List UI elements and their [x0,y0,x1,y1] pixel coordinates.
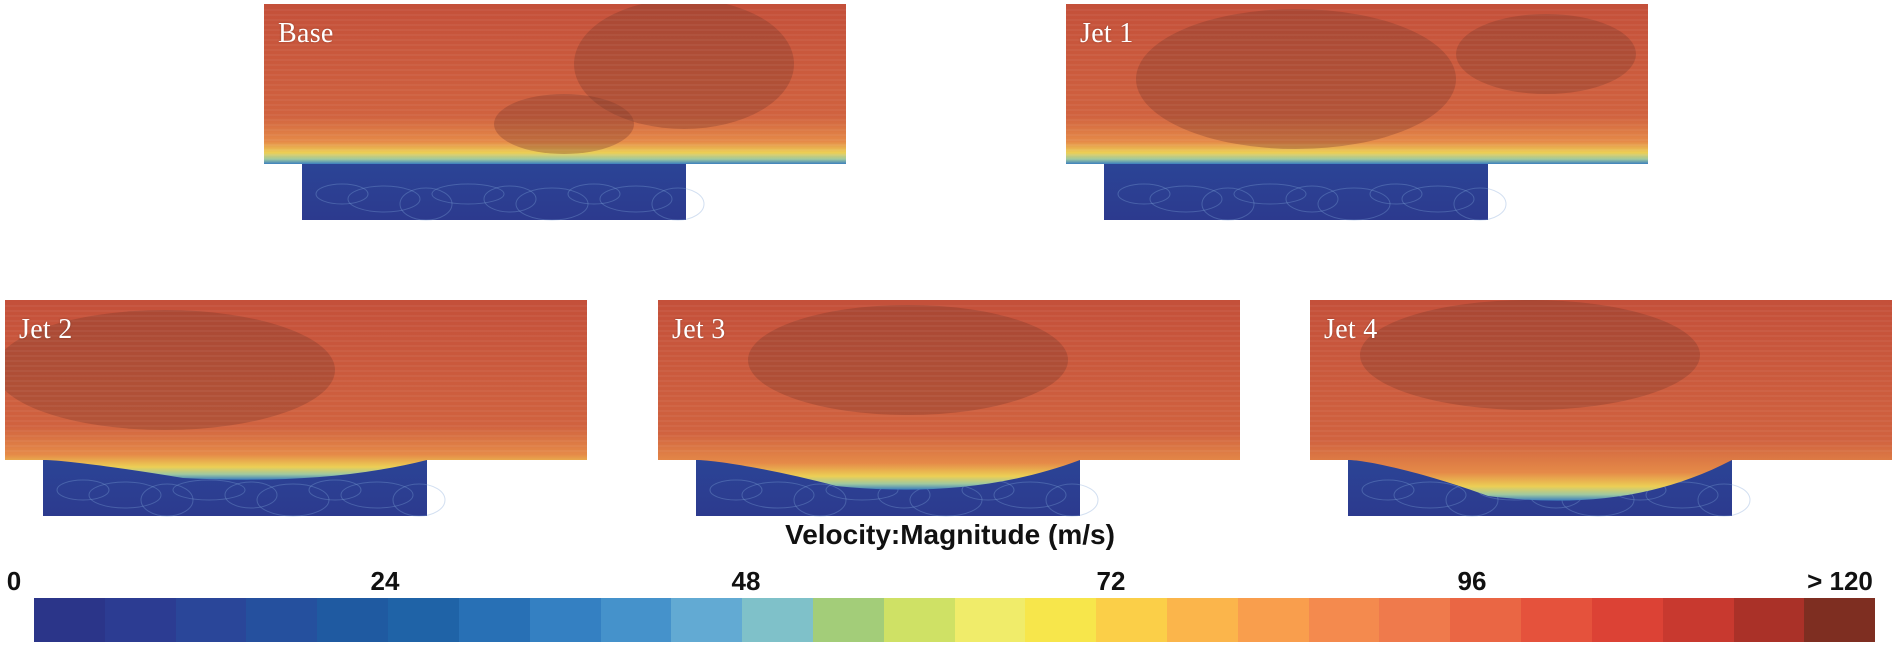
panel-label: Jet 1 [1080,18,1134,49]
colorbar-swatch [1237,598,1309,642]
colorbar-swatch [812,598,884,642]
colorbar-title: Velocity:Magnitude (m/s) [785,519,1115,550]
panel-label: Jet 2 [19,314,73,345]
colorbar-tick-label: 0 [6,566,22,596]
colorbar-swatch [742,598,813,642]
colorbar-swatch [1308,598,1380,642]
colorbar-swatch [1733,598,1805,642]
panel-jet3: Jet 3 [658,300,1240,520]
colorbar-swatch [1096,598,1167,642]
colorbar-swatch [671,598,743,642]
colorbar-swatch [1450,598,1522,642]
colorbar-swatch [529,598,601,642]
colorbar-tick-label: 24 [370,566,400,596]
colorbar-swatch [1521,598,1592,642]
colorbar-swatch [246,598,318,642]
colorbar-swatch [954,598,1026,642]
panel-label: Jet 3 [672,314,726,345]
colorbar-swatch [388,598,459,642]
velocity-field-image [5,300,587,517]
colorbar-tick-label: 48 [731,566,761,596]
colorbar-swatch [1167,598,1238,642]
panel-jet2: Jet 2 [5,300,587,520]
colorbar-swatch [34,598,105,642]
velocity-field-image [1066,4,1648,221]
colorbar-swatch [1804,598,1876,642]
panel-label: Base [278,18,334,49]
colorbar-tick-label: 72 [1096,566,1126,596]
colorbar-swatch [104,598,176,642]
colorbar [34,598,1876,642]
velocity-field-image [264,4,846,221]
panel-base: Base [264,4,846,224]
colorbar-tick-label: > 120 [1807,566,1873,596]
colorbar-swatch [175,598,247,642]
colorbar-tick-label: 96 [1457,566,1487,596]
panel-jet1: Jet 1 [1066,4,1648,224]
colorbar-swatch [317,598,389,642]
colorbar-swatch [1662,598,1734,642]
colorbar-swatch [1025,598,1097,642]
panel-label: Jet 4 [1324,314,1378,345]
colorbar-swatch [883,598,955,642]
colorbar-swatch [1591,598,1663,642]
colorbar-swatch [458,598,530,642]
colorbar-swatch [1379,598,1451,642]
velocity-field-image [658,300,1240,517]
colorbar-swatch [600,598,672,642]
panel-jet4: Jet 4 [1310,300,1892,520]
velocity-field-image [1310,300,1892,517]
